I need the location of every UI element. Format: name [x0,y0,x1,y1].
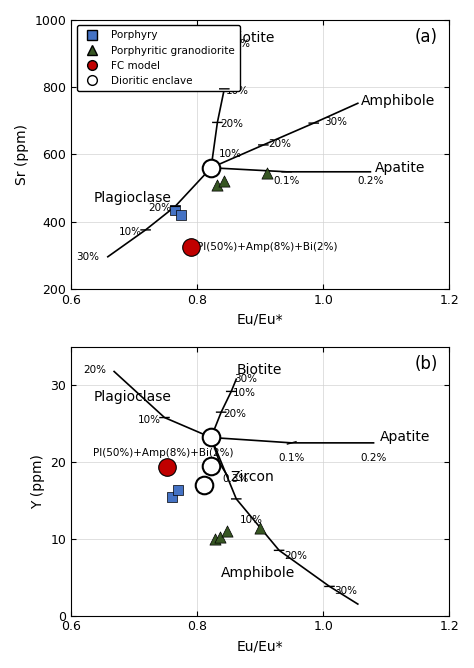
Point [263,168,270,178]
Text: 0.1%: 0.1% [279,453,305,463]
Text: 20%: 20% [220,119,243,129]
Text: Apatite: Apatite [380,430,430,444]
Text: 20%: 20% [284,550,307,560]
Text: Biotite: Biotite [236,363,282,377]
Text: Zircon: Zircon [231,470,274,484]
Point [163,462,171,473]
Point [187,241,195,252]
Y-axis label: Sr (ppm): Sr (ppm) [15,124,29,185]
Text: 0.3%: 0.3% [222,474,249,484]
Point [223,526,231,536]
Text: 30%: 30% [234,374,257,384]
Text: 30%: 30% [324,117,347,127]
Text: Pl(50%)+Amp(8%)+Bi(2%): Pl(50%)+Amp(8%)+Bi(2%) [197,242,338,252]
Point [211,534,219,544]
Point [207,460,215,471]
Text: 10%: 10% [219,150,242,160]
Text: 30%: 30% [227,39,250,49]
Text: Apatite: Apatite [375,162,425,176]
Point [256,523,264,534]
Text: 10%: 10% [138,415,161,425]
Text: 20%: 20% [148,203,171,213]
Point [200,480,207,490]
Point [174,485,182,496]
Text: 20%: 20% [268,138,291,148]
Point [168,491,176,502]
Text: Plagioclase: Plagioclase [93,390,171,404]
X-axis label: Eu/Eu*: Eu/Eu* [237,312,283,326]
Text: 0.2%: 0.2% [360,453,387,463]
Point [216,532,224,542]
Text: 10%: 10% [233,388,256,398]
Text: 30%: 30% [335,586,357,596]
Point [207,162,215,173]
Text: Biotite: Biotite [230,31,275,45]
X-axis label: Eu/Eu*: Eu/Eu* [237,639,283,653]
Text: 10%: 10% [240,514,263,524]
Text: (b): (b) [414,355,438,373]
Text: Amphibole: Amphibole [221,566,295,580]
Text: 0.1%: 0.1% [273,176,300,186]
Text: 20%: 20% [83,365,106,375]
Point [220,175,228,186]
Point [178,210,185,221]
Text: (a): (a) [415,28,438,46]
Point [172,204,179,215]
Point [214,180,221,190]
Y-axis label: Y (ppm): Y (ppm) [31,454,45,509]
Legend: Porphyry, Porphyritic granodiorite, FC model, Dioritic enclave: Porphyry, Porphyritic granodiorite, FC m… [76,25,240,92]
Text: 20%: 20% [224,409,246,420]
Text: Amphibole: Amphibole [361,94,435,108]
Text: Pl(50%)+Amp(8%)+Bi(2%): Pl(50%)+Amp(8%)+Bi(2%) [93,448,234,458]
Text: 30%: 30% [77,253,100,263]
Text: 10%: 10% [226,86,249,96]
Point [207,432,215,443]
Text: 0.2%: 0.2% [357,176,383,186]
Text: Plagioclase: Plagioclase [93,191,171,205]
Text: 10%: 10% [119,226,142,236]
